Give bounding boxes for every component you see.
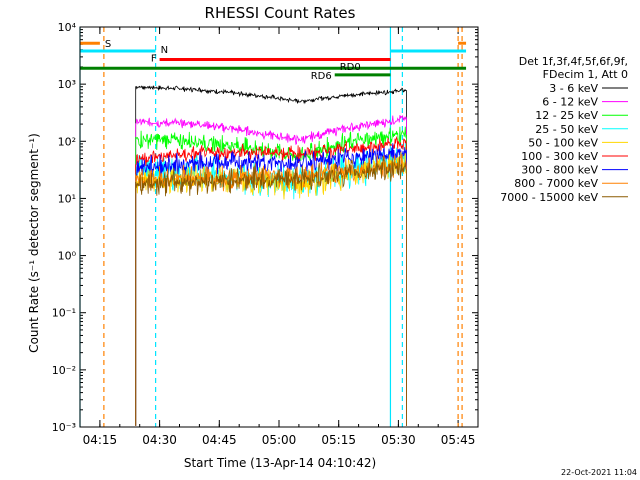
y-tick-label: 10⁻² [52,364,76,377]
flag-label-rd6: RD6 [311,71,332,82]
series-line-4 [135,146,407,426]
footer-timestamp: 22-Oct-2021 11:04 [561,468,637,477]
legend-label: 3 - 6 keV [549,82,598,95]
series-line-8 [135,155,407,426]
x-tick-label: 05:30 [381,433,416,447]
y-tick-label: 10⁻¹ [52,307,76,320]
series-line-2 [135,126,407,426]
legend-label: 100 - 300 keV [521,150,598,163]
x-tick-label: 05:15 [321,433,356,447]
x-tick-label: 05:00 [262,433,297,447]
y-axis-label: Count Rate (s⁻¹ detector segment⁻¹) [27,133,41,353]
y-tick-label: 10³ [58,78,76,91]
x-tick-label: 05:45 [441,433,476,447]
x-axis-label: Start Time (13-Apr-14 04:10:42) [184,456,376,470]
flag-label-n: N [161,45,168,56]
legend-label: 25 - 50 keV [535,123,598,136]
flag-label-rd0: RD0 [340,62,361,73]
series-line-0 [135,85,407,426]
legend: Det 1f,3f,4f,5f,6f,9f, FDecim 1, Att 0 3… [500,55,628,204]
y-tick-label: 10⁻³ [52,421,76,434]
series-line-1 [135,115,407,426]
series-line-7 [135,151,407,426]
legend-label: 50 - 100 keV [528,136,598,149]
x-tick-label: 04:30 [142,433,177,447]
flag-label-s: S [105,39,111,50]
chart-title: RHESSI Count Rates [205,4,356,22]
legend-label: 300 - 800 keV [521,164,598,177]
legend-header-line-2: FDecim 1, Att 0 [543,68,628,81]
legend-label: 12 - 25 keV [535,109,598,122]
x-tick-label: 04:15 [83,433,118,447]
legend-label: 6 - 12 keV [542,96,598,109]
series-line-6 [135,143,407,426]
series-line-5 [135,135,407,426]
y-tick-label: 10⁰ [58,250,77,263]
y-tick-label: 10¹ [58,192,76,205]
legend-label: 800 - 7000 keV [514,177,598,190]
x-tick-label: 04:45 [202,433,237,447]
plot-frame [79,26,479,428]
y-tick-label: 10⁴ [58,21,77,34]
y-tick-label: 10² [58,135,76,148]
legend-header-line-1: Det 1f,3f,4f,5f,6f,9f, [519,55,628,68]
legend-label: 7000 - 15000 keV [500,191,598,204]
flag-label-f: F [151,53,157,64]
